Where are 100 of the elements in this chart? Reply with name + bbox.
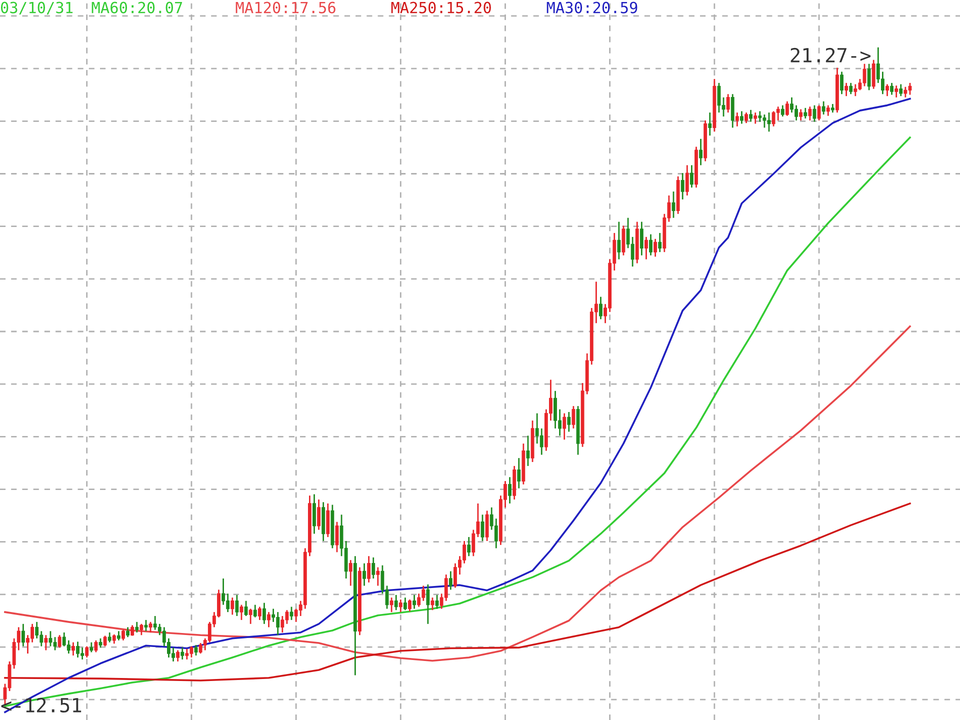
candlestick bbox=[58, 634, 62, 648]
candlestick bbox=[562, 412, 566, 440]
candlestick bbox=[253, 604, 257, 618]
candlestick bbox=[417, 592, 421, 608]
candlestick bbox=[758, 110, 762, 122]
candlestick bbox=[398, 598, 402, 613]
candlestick bbox=[85, 646, 89, 658]
candlestick bbox=[90, 642, 94, 653]
candlestick bbox=[826, 104, 830, 117]
candlestick bbox=[804, 107, 808, 120]
candlestick bbox=[185, 648, 189, 660]
candlestick bbox=[904, 86, 908, 98]
annotation: 21.27-> bbox=[790, 48, 870, 62]
candlestick bbox=[708, 112, 712, 136]
candlestick bbox=[526, 434, 530, 467]
candlestick bbox=[517, 457, 521, 490]
candlestick bbox=[403, 596, 407, 611]
text: MA120:17.56 bbox=[236, 2, 336, 14]
candlestick bbox=[108, 632, 112, 644]
candlestick bbox=[348, 559, 352, 586]
candlestick bbox=[654, 238, 658, 258]
candlestick bbox=[540, 428, 544, 456]
candlestick bbox=[485, 510, 489, 542]
candlestick bbox=[148, 621, 152, 634]
candlestick bbox=[572, 405, 576, 430]
candlestick bbox=[126, 626, 130, 638]
candlestick bbox=[840, 71, 844, 95]
candlestick bbox=[467, 536, 471, 557]
text: MA30:20.59 bbox=[546, 2, 638, 14]
candlestick bbox=[494, 518, 498, 549]
candlestick bbox=[740, 110, 744, 124]
candlestick bbox=[258, 606, 262, 621]
candlestick bbox=[754, 112, 758, 124]
candlestick bbox=[240, 604, 244, 621]
candlestick bbox=[854, 84, 858, 97]
candlestick bbox=[372, 556, 376, 580]
candlestick bbox=[103, 635, 107, 647]
candlestick bbox=[867, 63, 871, 91]
candlestick bbox=[812, 104, 816, 122]
candlestick bbox=[72, 642, 75, 656]
text: MA60:20.07 bbox=[92, 2, 182, 14]
candlestick bbox=[312, 494, 316, 534]
candlestick bbox=[780, 104, 784, 118]
candlestick bbox=[658, 232, 662, 253]
candlestick bbox=[94, 640, 98, 653]
candlestick bbox=[872, 59, 876, 90]
candlestick bbox=[749, 109, 753, 122]
candlestick bbox=[66, 640, 70, 654]
candlestick bbox=[799, 108, 803, 122]
candlestick bbox=[435, 594, 439, 610]
candlestick bbox=[567, 411, 571, 432]
candlestick bbox=[735, 112, 739, 128]
candlestick bbox=[390, 596, 394, 613]
candlestick bbox=[290, 606, 294, 621]
candlestick bbox=[230, 596, 234, 616]
candlestick bbox=[599, 296, 602, 320]
candlestick bbox=[376, 566, 380, 586]
candlestick bbox=[644, 236, 648, 260]
candlestick bbox=[35, 621, 39, 640]
candlestick bbox=[44, 634, 48, 651]
candlestick bbox=[649, 234, 652, 256]
chart-subtitle: 03/10/31 bbox=[0, 2, 73, 15]
candlestick bbox=[122, 629, 125, 642]
candlestick bbox=[176, 650, 180, 662]
candlestick bbox=[130, 624, 134, 636]
candlestick bbox=[685, 164, 689, 196]
candlestick bbox=[317, 498, 320, 530]
candlestick bbox=[408, 598, 412, 612]
candlestick bbox=[890, 82, 894, 96]
candlestick bbox=[140, 623, 144, 636]
candlestick bbox=[394, 594, 398, 611]
candlestick bbox=[508, 476, 512, 504]
candlestick bbox=[785, 100, 789, 117]
candlestick bbox=[640, 221, 644, 256]
candlestick bbox=[849, 82, 853, 95]
candlestick bbox=[248, 608, 252, 625]
candlestick bbox=[21, 623, 25, 647]
candlestick bbox=[808, 106, 812, 122]
candlestick bbox=[280, 615, 284, 634]
candlestick bbox=[426, 584, 430, 625]
candlestick bbox=[98, 638, 102, 648]
candlestick bbox=[362, 562, 366, 586]
text: MA250:15.20 bbox=[391, 2, 491, 14]
candlestick bbox=[326, 502, 330, 538]
candlestick bbox=[680, 172, 684, 200]
candlestick bbox=[894, 84, 898, 98]
candlestick bbox=[776, 106, 780, 122]
candlestick bbox=[699, 138, 702, 166]
candlestick bbox=[112, 634, 116, 644]
candlestick bbox=[822, 100, 826, 116]
candlestick bbox=[135, 621, 139, 634]
candlestick bbox=[617, 221, 621, 260]
candlestick bbox=[730, 93, 734, 128]
candlestick bbox=[899, 84, 903, 97]
candlestick bbox=[690, 164, 694, 188]
candlestick bbox=[262, 602, 266, 625]
candlestick bbox=[235, 594, 239, 617]
candlestick bbox=[180, 646, 184, 660]
candlestick bbox=[267, 611, 270, 628]
candlestick bbox=[444, 574, 448, 602]
